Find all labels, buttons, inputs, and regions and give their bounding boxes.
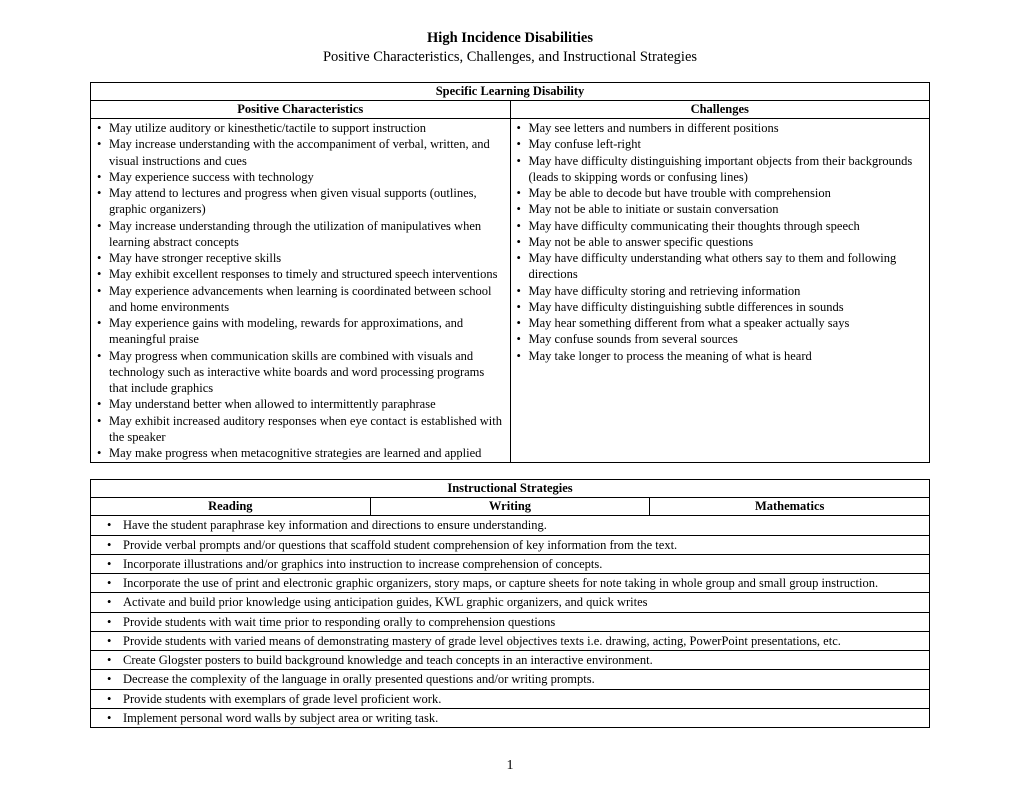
positive-cell: May utilize auditory or kinesthetic/tact… (91, 119, 511, 463)
positive-list: May utilize auditory or kinesthetic/tact… (95, 120, 506, 461)
challenge-item: May have difficulty distinguishing impor… (515, 153, 926, 186)
positive-item: May exhibit excellent responses to timel… (95, 266, 506, 282)
strategy-item: Provide students with exemplars of grade… (95, 691, 925, 707)
strategy-row: Provide students with wait time prior to… (91, 612, 930, 631)
strategy-item: Decrease the complexity of the language … (95, 671, 925, 687)
page-title: High Incidence Disabilities (90, 30, 930, 47)
challenge-item: May confuse sounds from several sources (515, 331, 926, 347)
strategy-cell: Create Glogster posters to build backgro… (91, 651, 930, 670)
positive-item: May experience gains with modeling, rewa… (95, 315, 506, 348)
strategy-cell: Implement personal word walls by subject… (91, 708, 930, 727)
positive-item: May make progress when metacognitive str… (95, 445, 506, 461)
writing-header: Writing (370, 498, 650, 516)
strategy-cell: Provide students with wait time prior to… (91, 612, 930, 631)
challenges-header: Challenges (510, 101, 930, 119)
page-number: 1 (90, 758, 930, 774)
challenge-item: May have difficulty communicating their … (515, 218, 926, 234)
strategy-row: Create Glogster posters to build backgro… (91, 651, 930, 670)
strategy-cell: Activate and build prior knowledge using… (91, 593, 930, 612)
strategy-cell: Provide students with varied means of de… (91, 631, 930, 650)
positive-item: May have stronger receptive skills (95, 250, 506, 266)
challenges-list: May see letters and numbers in different… (515, 120, 926, 364)
positive-item: May increase understanding through the u… (95, 218, 506, 251)
challenge-item: May not be able to initiate or sustain c… (515, 201, 926, 217)
strategy-cell: Provide verbal prompts and/or questions … (91, 535, 930, 554)
strategy-cell: Provide students with exemplars of grade… (91, 689, 930, 708)
strategy-item: Provide students with wait time prior to… (95, 614, 925, 630)
strategy-item: Create Glogster posters to build backgro… (95, 652, 925, 668)
strategy-row: Decrease the complexity of the language … (91, 670, 930, 689)
positive-header: Positive Characteristics (91, 101, 511, 119)
positive-item: May experience advancements when learnin… (95, 283, 506, 316)
strategy-row: Provide students with varied means of de… (91, 631, 930, 650)
strategy-cell: Have the student paraphrase key informat… (91, 516, 930, 535)
table2-section-header: Instructional Strategies (91, 480, 930, 498)
table1-section-header: Specific Learning Disability (91, 83, 930, 101)
strategy-item: Have the student paraphrase key informat… (95, 517, 925, 533)
mathematics-header: Mathematics (650, 498, 930, 516)
strategy-row: Incorporate illustrations and/or graphic… (91, 554, 930, 573)
strategies-table: Instructional Strategies Reading Writing… (90, 479, 930, 728)
challenge-item: May see letters and numbers in different… (515, 120, 926, 136)
strategy-item: Activate and build prior knowledge using… (95, 594, 925, 610)
positive-item: May increase understanding with the acco… (95, 136, 506, 169)
challenge-item: May not be able to answer specific quest… (515, 234, 926, 250)
strategy-row: Activate and build prior knowledge using… (91, 593, 930, 612)
strategy-row: Incorporate the use of print and electro… (91, 574, 930, 593)
challenge-item: May have difficulty storing and retrievi… (515, 283, 926, 299)
positive-item: May attend to lectures and progress when… (95, 185, 506, 218)
challenge-item: May hear something different from what a… (515, 315, 926, 331)
positive-item: May exhibit increased auditory responses… (95, 413, 506, 446)
characteristics-table: Specific Learning Disability Positive Ch… (90, 82, 930, 463)
strategy-cell: Incorporate illustrations and/or graphic… (91, 554, 930, 573)
strategy-item: Provide students with varied means of de… (95, 633, 925, 649)
positive-item: May utilize auditory or kinesthetic/tact… (95, 120, 506, 136)
positive-item: May understand better when allowed to in… (95, 396, 506, 412)
positive-item: May experience success with technology (95, 169, 506, 185)
positive-item: May progress when communication skills a… (95, 348, 506, 397)
strategy-item: Incorporate the use of print and electro… (95, 575, 925, 591)
challenge-item: May have difficulty distinguishing subtl… (515, 299, 926, 315)
challenge-item: May have difficulty understanding what o… (515, 250, 926, 283)
strategy-row: Provide students with exemplars of grade… (91, 689, 930, 708)
strategy-cell: Decrease the complexity of the language … (91, 670, 930, 689)
challenge-item: May take longer to process the meaning o… (515, 348, 926, 364)
page-subtitle: Positive Characteristics, Challenges, an… (90, 49, 930, 66)
strategy-cell: Incorporate the use of print and electro… (91, 574, 930, 593)
strategy-item: Incorporate illustrations and/or graphic… (95, 556, 925, 572)
challenges-cell: May see letters and numbers in different… (510, 119, 930, 463)
challenge-item: May confuse left-right (515, 136, 926, 152)
strategy-row: Implement personal word walls by subject… (91, 708, 930, 727)
strategies-body: Have the student paraphrase key informat… (91, 516, 930, 728)
strategy-item: Implement personal word walls by subject… (95, 710, 925, 726)
strategy-row: Provide verbal prompts and/or questions … (91, 535, 930, 554)
challenge-item: May be able to decode but have trouble w… (515, 185, 926, 201)
reading-header: Reading (91, 498, 371, 516)
strategy-item: Provide verbal prompts and/or questions … (95, 537, 925, 553)
strategy-row: Have the student paraphrase key informat… (91, 516, 930, 535)
